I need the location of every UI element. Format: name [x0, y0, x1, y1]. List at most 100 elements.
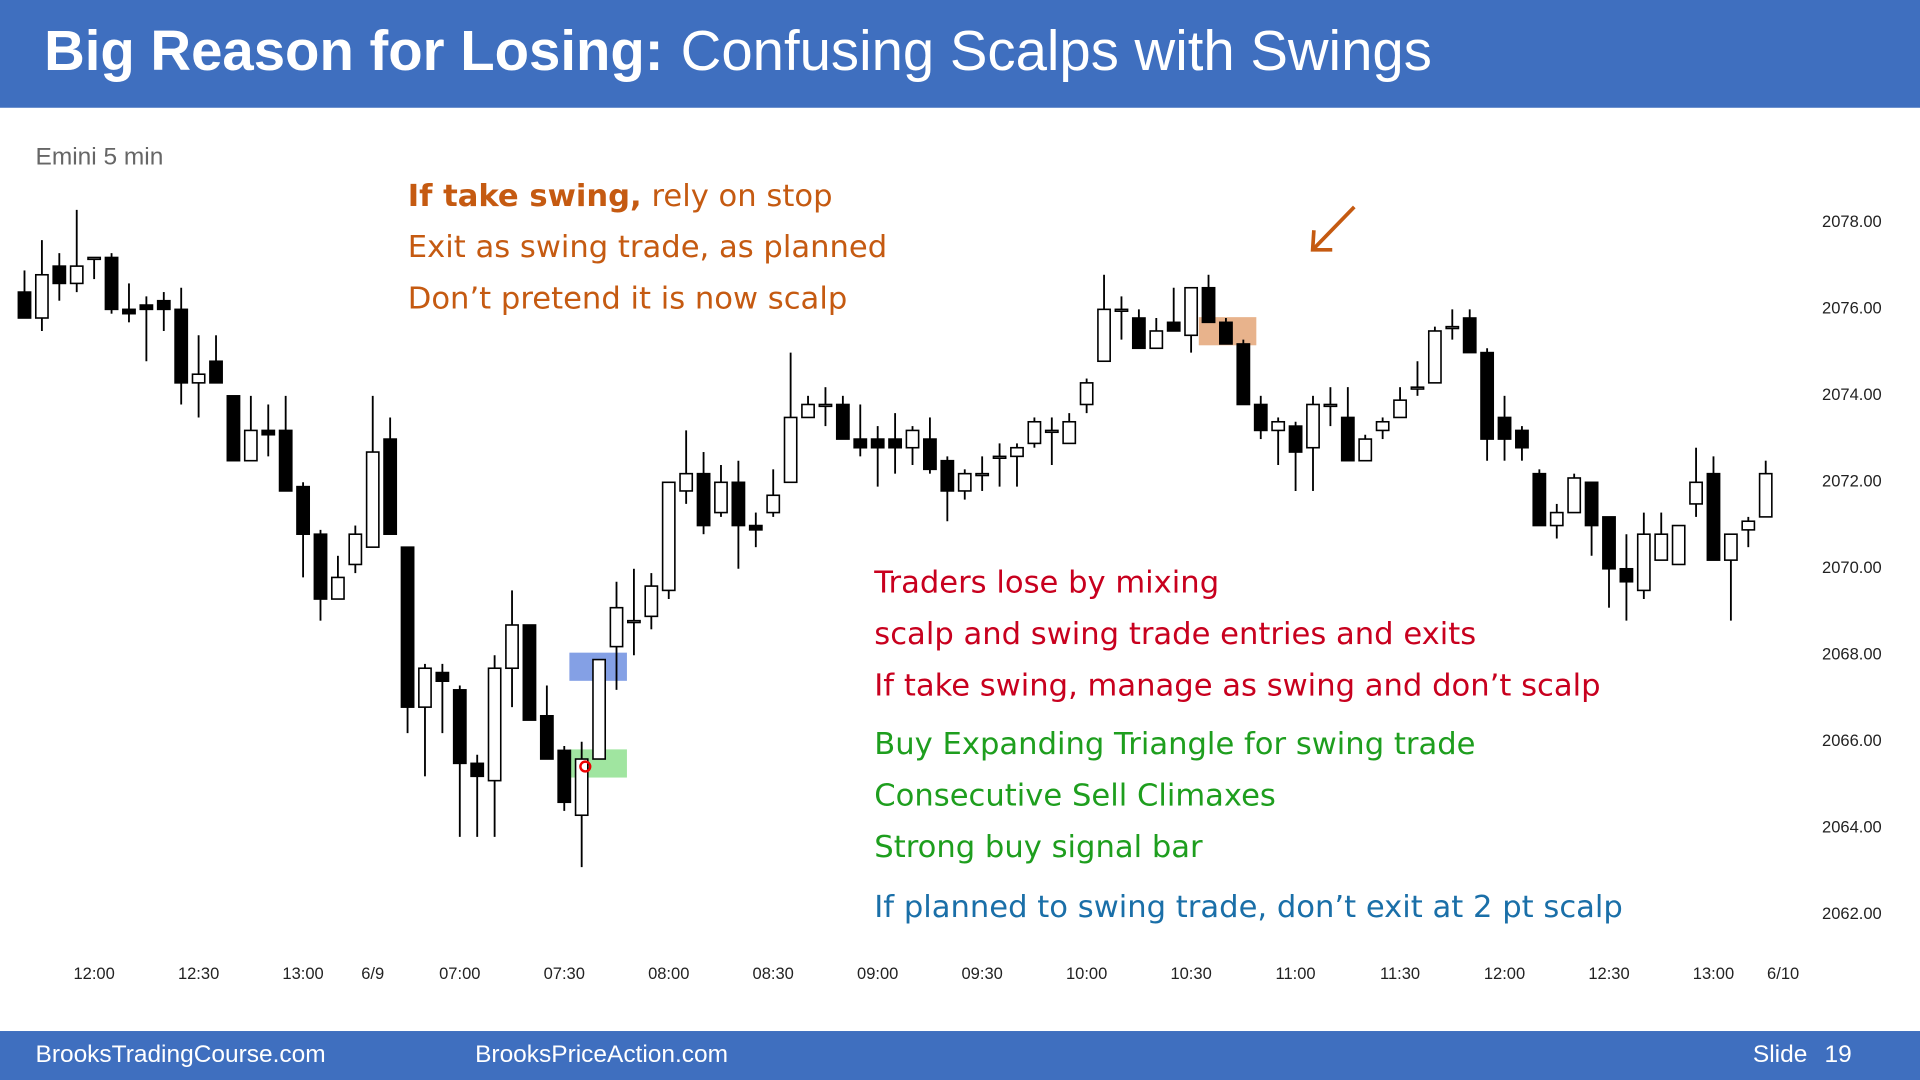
y-tick-label: 2070.00	[1822, 558, 1882, 577]
candle-body	[261, 429, 276, 436]
notes: If take swing, rely on stop Exit as swing …	[408, 179, 1623, 925]
candle-body	[435, 671, 450, 682]
candle-body	[1236, 343, 1251, 406]
candle-body	[174, 308, 189, 384]
candle-body	[470, 762, 485, 778]
candle-body	[1602, 516, 1616, 570]
candle-body	[1584, 481, 1599, 527]
candle-body	[1462, 317, 1477, 354]
note-line: If planned to swing trade, don’t exit at…	[874, 890, 1623, 925]
candle-body	[818, 403, 833, 408]
candle-body	[1044, 429, 1059, 434]
candle-body	[905, 429, 920, 449]
note-line: Don’t pretend it is now scalp	[408, 282, 848, 317]
candle-body	[1480, 351, 1495, 440]
candle-body	[17, 291, 32, 319]
candle-body	[1114, 308, 1129, 312]
note-lead: If take swing,	[408, 179, 642, 214]
x-tick-label: 11:30	[1380, 964, 1420, 983]
x-tick-label: 11:00	[1276, 964, 1316, 983]
candle-body	[348, 533, 363, 566]
y-tick-label: 2072.00	[1822, 472, 1882, 491]
note-line: Buy Expanding Triangle for swing trade	[874, 727, 1475, 762]
candle-body	[1567, 477, 1582, 514]
candle-body	[1323, 403, 1338, 408]
candle-body	[191, 373, 206, 384]
x-tick-label: 08:30	[753, 964, 794, 983]
candle-body	[696, 472, 711, 527]
candle-body	[1445, 325, 1460, 330]
x-tick-label: 10:30	[1170, 964, 1211, 983]
candle-body	[1723, 533, 1738, 561]
y-tick-label: 2062.00	[1822, 904, 1882, 923]
y-tick-label: 2068.00	[1822, 645, 1882, 664]
x-tick-label: 07:00	[439, 964, 480, 983]
candle-body	[505, 624, 519, 670]
candle-body	[69, 265, 84, 285]
candle-body	[383, 438, 398, 535]
candle-body	[801, 403, 815, 419]
candle-body	[539, 714, 554, 760]
candle-body	[1741, 520, 1756, 531]
candle-body	[1219, 321, 1233, 345]
candle-body	[1027, 420, 1042, 445]
candle-body	[853, 438, 868, 449]
candle-body	[1253, 403, 1268, 432]
y-tick-label: 2074.00	[1822, 385, 1882, 404]
y-tick-label: 2066.00	[1822, 731, 1882, 750]
candle-body	[609, 606, 624, 648]
candle-body	[1288, 425, 1303, 453]
candle-body	[731, 481, 746, 527]
candle-body	[1166, 321, 1181, 332]
candle-body	[122, 308, 136, 315]
x-tick-label: 09:00	[857, 964, 898, 983]
candle-body	[1131, 317, 1146, 350]
candle-body	[1271, 420, 1286, 432]
candle-body	[1010, 446, 1024, 458]
candle-body	[522, 624, 537, 721]
candle-body	[1671, 524, 1686, 566]
candle-body	[330, 576, 345, 600]
candle-body	[679, 472, 694, 492]
candle-body	[278, 429, 293, 492]
y-tick-label: 2078.00	[1822, 212, 1882, 231]
slide-word: Slide	[1753, 1041, 1807, 1068]
x-tick-label: 07:30	[544, 964, 585, 983]
candle-body	[1375, 420, 1390, 432]
candle-body	[487, 667, 502, 782]
candle-body	[870, 438, 885, 449]
candle-body	[940, 459, 955, 492]
x-tick-label: 09:30	[961, 964, 1002, 983]
footer-left: BrooksTradingCourse.com	[36, 1041, 326, 1068]
candle-body	[888, 438, 903, 449]
candle-body	[1619, 567, 1634, 583]
slide-number: 19	[1824, 1041, 1851, 1068]
candle-body	[975, 472, 990, 477]
note-line: Exit as swing trade, as planned	[408, 230, 887, 265]
candle-body	[835, 403, 850, 440]
candle-body	[627, 619, 641, 624]
candle-body	[992, 455, 1007, 459]
x-tick-label: 6/10	[1767, 964, 1799, 983]
slide-title: Big Reason for Losing: Confusing Scalps w…	[44, 19, 1432, 82]
candle-body	[209, 360, 223, 384]
note-line: If take swing, rely on stop	[408, 179, 833, 214]
candle-body	[592, 658, 607, 760]
candle-body	[226, 395, 241, 462]
candle-body	[923, 438, 937, 471]
candle-body	[1149, 330, 1164, 350]
x-tick-label: 6/9	[361, 964, 384, 983]
candle-body	[1340, 416, 1355, 462]
candle-body	[1515, 429, 1529, 449]
note-line: If take swing, manage as swing and don’t…	[874, 668, 1600, 703]
x-tick-label: 12:00	[1484, 964, 1525, 983]
candle-body	[365, 451, 380, 548]
candle-body	[452, 689, 467, 765]
candle-body	[1549, 511, 1564, 527]
candle-body	[1636, 533, 1651, 592]
candle-body	[1079, 382, 1094, 406]
candle-body	[313, 533, 328, 600]
candle-body	[1306, 403, 1320, 449]
footer-mid: BrooksPriceAction.com	[475, 1041, 728, 1068]
candle-body	[714, 481, 728, 514]
